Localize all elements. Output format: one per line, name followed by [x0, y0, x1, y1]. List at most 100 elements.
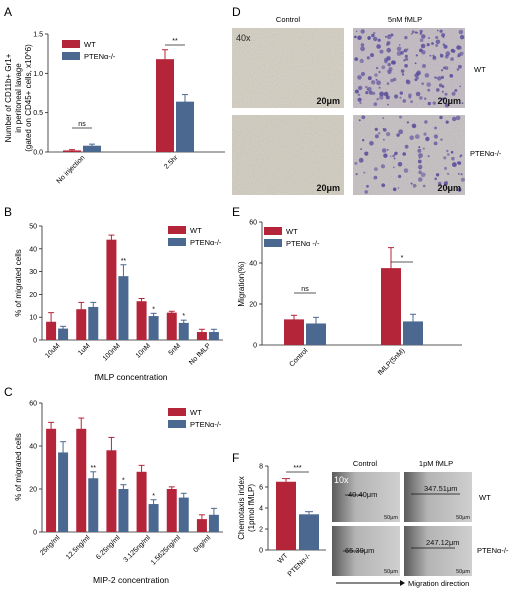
stained-cell	[380, 164, 386, 169]
stained-cell	[409, 135, 415, 140]
stained-cell	[410, 33, 413, 35]
stained-cell	[410, 182, 413, 185]
significance-label: *	[401, 255, 404, 262]
bar	[76, 428, 87, 532]
legend-swatch	[62, 40, 80, 48]
stained-cell	[383, 91, 389, 97]
x-tick-label: 10uM	[44, 342, 61, 359]
stained-cell	[402, 99, 407, 103]
legend-label: PTENα-/-	[84, 52, 116, 61]
stained-cell	[382, 127, 385, 130]
stained-cell	[425, 136, 430, 142]
bar	[299, 514, 319, 550]
y-tick-label: 50	[29, 224, 37, 231]
significance-label: *	[122, 478, 125, 485]
stained-cell	[433, 134, 438, 139]
chart-a-ylabel-3: (gated on CD45+ cells, x10^6)	[24, 44, 33, 152]
y-tick-label: 40	[29, 444, 37, 451]
stained-cell	[460, 173, 463, 176]
panel-f-row-label-wt: WT	[479, 493, 491, 502]
stained-cell	[459, 155, 462, 158]
stained-cell	[406, 121, 409, 124]
stained-cell	[452, 49, 456, 53]
stained-cell	[386, 82, 390, 85]
bar	[166, 312, 177, 340]
stained-cell	[375, 66, 379, 70]
stained-cell	[355, 173, 358, 176]
stained-cell	[442, 66, 446, 70]
bar	[88, 478, 99, 532]
stained-cell	[393, 157, 396, 160]
stained-cell	[396, 51, 402, 56]
y-tick-label: 20	[249, 302, 257, 309]
stained-cell	[410, 100, 413, 104]
stained-cell	[411, 30, 415, 34]
stained-cell	[361, 115, 366, 120]
stained-cell	[385, 95, 390, 100]
bar	[136, 471, 147, 532]
bar	[176, 101, 194, 152]
y-tick-label: 60	[29, 401, 37, 408]
bar	[83, 145, 101, 152]
stained-cell	[373, 31, 376, 35]
stained-cell	[354, 35, 357, 39]
stained-cell	[450, 57, 454, 61]
y-tick-label: 20	[29, 487, 37, 494]
bar	[208, 332, 219, 340]
stained-cell	[459, 35, 465, 40]
stained-cell	[444, 103, 449, 108]
stained-cell	[460, 177, 465, 182]
stained-cell	[392, 154, 396, 158]
wound-measurement: 65.39μm	[345, 546, 374, 555]
panel-letter-a: A	[4, 5, 12, 19]
y-tick-label: 0	[33, 338, 37, 345]
stained-cell	[444, 66, 449, 70]
stained-cell	[387, 69, 392, 75]
stained-cell	[386, 34, 392, 40]
stained-cell	[411, 123, 417, 129]
stained-cell	[382, 117, 385, 120]
stained-cell	[458, 173, 460, 175]
significance-label: *	[152, 306, 155, 313]
stained-cell	[404, 54, 408, 58]
y-tick-label: 20	[29, 292, 37, 299]
panel-f-row-label-pten: PTENα-/-	[477, 546, 509, 555]
stained-cell	[357, 75, 362, 80]
stained-cell	[386, 56, 391, 61]
panel-f-micrographs: Control 1pM fMLP 10x 40.40μm 50μm 347.51…	[332, 459, 509, 588]
significance-label: **	[91, 465, 97, 472]
x-tick-label: 12.5ng/ml	[65, 534, 92, 561]
chart-c-xlabel: MIP-2 concentration	[93, 575, 169, 585]
bar	[148, 316, 159, 340]
stained-cell	[434, 76, 437, 79]
panel-d-row-label-wt: WT	[474, 65, 486, 74]
stained-cell	[442, 36, 445, 39]
wound-pten-control: 65.39μm 50μm	[332, 526, 400, 576]
micrograph-wt-control: 40x 20μm	[232, 28, 344, 108]
stained-cell	[439, 115, 443, 120]
micrograph-scale-label: 20μm	[437, 96, 461, 106]
stained-cell	[419, 32, 422, 35]
significance-label: ns	[301, 286, 309, 293]
stained-cell	[405, 57, 409, 61]
stained-cell	[421, 172, 426, 178]
stained-cell	[359, 101, 362, 104]
stained-cell	[422, 147, 425, 150]
stained-cell	[386, 132, 391, 137]
stained-cell	[390, 155, 392, 158]
stained-cell	[360, 29, 365, 34]
stained-cell	[360, 71, 366, 77]
stained-cell	[379, 49, 384, 54]
x-tick-label: 25ng/ml	[39, 534, 62, 557]
panel-d-col-label-control: Control	[276, 15, 301, 24]
stained-cell	[439, 29, 443, 33]
stained-cell	[374, 167, 378, 172]
stained-cell	[419, 29, 423, 33]
stained-cell	[458, 64, 462, 69]
x-tick-label: 6.25ng/ml	[95, 534, 122, 561]
stained-cell	[399, 91, 403, 95]
stained-cell	[378, 86, 381, 89]
wound-scale-label: 50μm	[384, 515, 398, 521]
stained-cell	[390, 78, 394, 83]
bar	[148, 504, 159, 532]
